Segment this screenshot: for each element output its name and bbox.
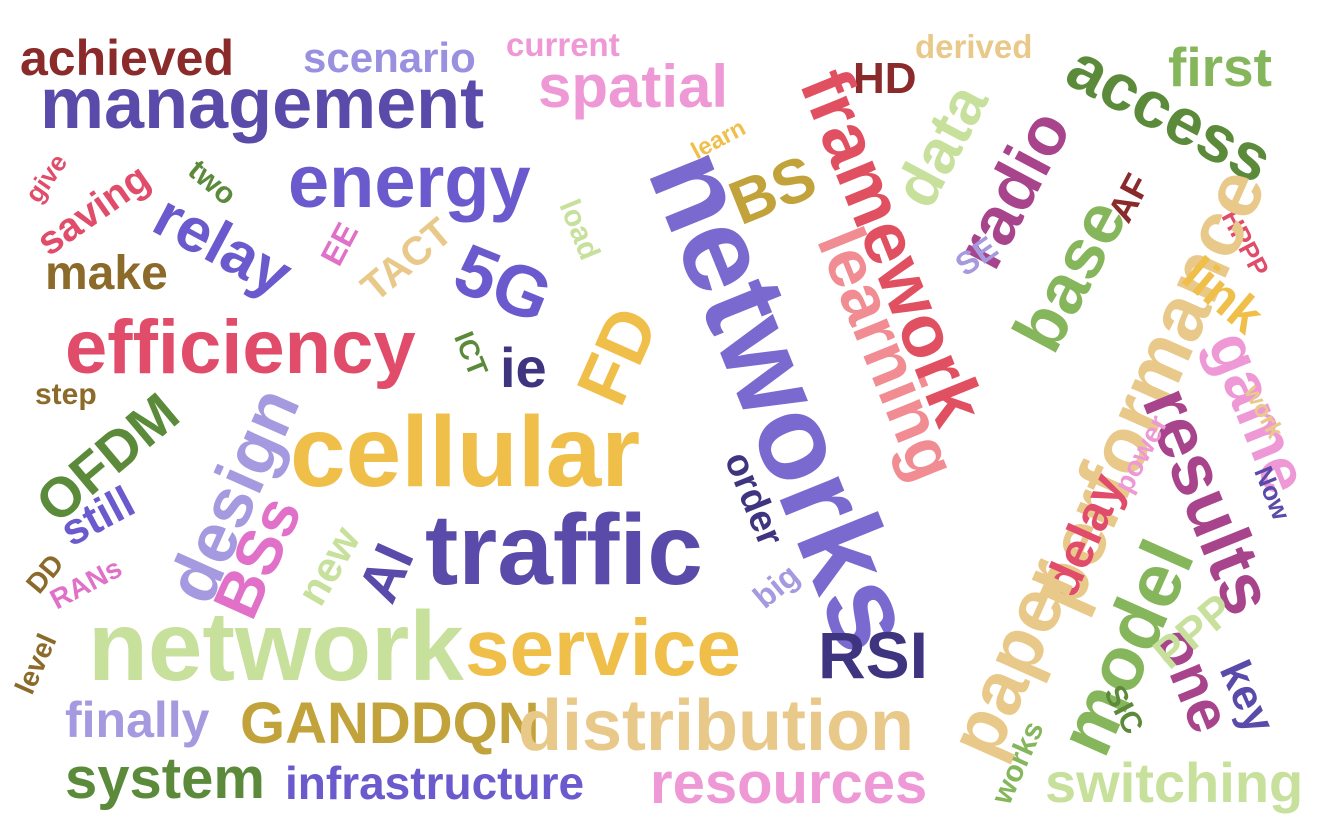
- word-give: give: [18, 148, 74, 208]
- word-first: first: [1168, 36, 1272, 98]
- word-derived: derived: [915, 28, 1033, 65]
- word-cellular: cellular: [290, 396, 641, 508]
- word-key: key: [1209, 653, 1285, 741]
- word-5G: 5G: [443, 228, 563, 340]
- word-energy: energy: [288, 140, 531, 223]
- word-GANDDQN: GANDDQN: [240, 691, 540, 756]
- word-ie: ie: [500, 336, 547, 399]
- word-scenario: scenario: [303, 34, 476, 81]
- word-system: system: [65, 746, 265, 811]
- word-spatial: spatial: [538, 53, 729, 120]
- word-ICT: ICT: [448, 327, 494, 381]
- word-service: service: [465, 603, 741, 692]
- word-achieved: achieved: [20, 30, 235, 86]
- word-make: make: [45, 247, 168, 300]
- word-infrastructure: infrastructure: [285, 757, 585, 809]
- word-management: management: [40, 64, 485, 144]
- word-distribution: distribution: [518, 686, 914, 766]
- word-finally: finally: [65, 692, 210, 748]
- word-level: level: [8, 629, 63, 699]
- word-step: step: [35, 378, 97, 411]
- word-current: current: [506, 26, 620, 63]
- word-TACT: TACT: [352, 209, 461, 311]
- word-traffic: traffic: [425, 494, 703, 606]
- word-RSI: RSI: [818, 618, 929, 692]
- word-switching: switching: [1045, 751, 1304, 814]
- word-EE: EE: [313, 216, 366, 272]
- word-load: load: [552, 195, 607, 265]
- word-efficiency: efficiency: [65, 305, 416, 390]
- word-network: network: [88, 591, 464, 701]
- word-HD: HD: [853, 54, 917, 103]
- word-resources: resources: [650, 751, 928, 816]
